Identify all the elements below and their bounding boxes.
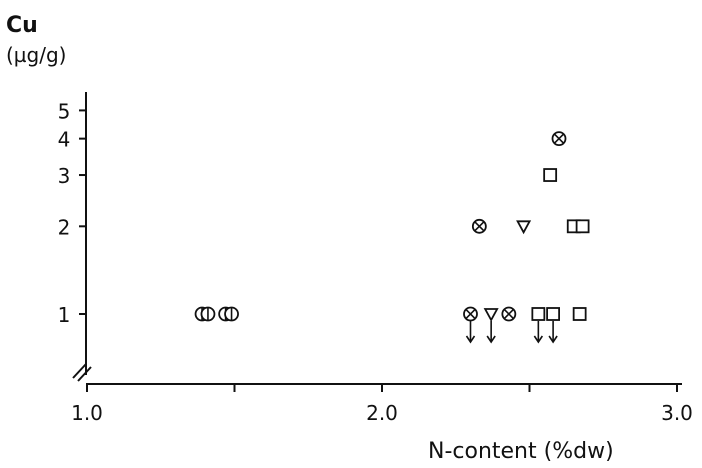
y-tick-label: 5 [58,99,71,123]
axis-break-mark [72,363,87,379]
data-point [483,308,499,344]
data-point [471,218,487,234]
axes [72,92,682,385]
ticks: 1.0 2.0 3.0 1 2 3 4 5 [58,99,693,425]
arrowhead [548,335,558,344]
y-tick-label: 1 [58,303,71,327]
axis-break-mark [77,366,92,382]
y-axis-unit: (µg/g) [6,43,66,67]
x-tick-label: 2.0 [366,401,398,425]
data-point [575,219,590,234]
data-points [194,131,590,344]
arrowhead [533,335,544,344]
y-tick-label: 3 [58,164,71,188]
y-tick-label: 4 [58,128,71,152]
data-point [543,168,558,182]
x-tick-label: 1.0 [71,401,103,425]
data-point [224,306,239,322]
data-point [516,220,532,235]
data-point [551,131,567,147]
data-point [463,306,478,344]
y-tick-label: 2 [58,215,71,239]
data-point [572,307,587,321]
arrowhead [486,335,496,344]
data-point [501,306,517,322]
x-axis-label: N-content (%dw) [428,439,614,464]
data-point [531,307,546,344]
y-axis-label: Cu [6,13,38,38]
arrowhead [465,335,476,344]
x-tick-label: 3.0 [661,401,693,425]
data-point [546,307,560,344]
data-point [200,306,216,322]
